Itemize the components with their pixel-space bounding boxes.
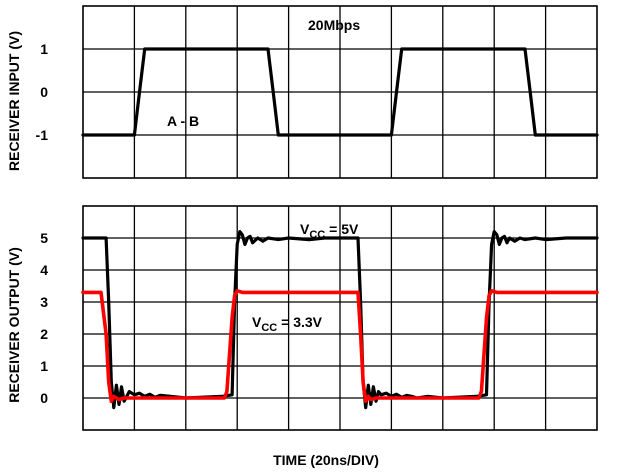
vcc-3v3-output-trace xyxy=(81,288,599,404)
receiver-input-y-tick-label: -1 xyxy=(36,127,49,143)
data-rate-annotation: 20Mbps xyxy=(308,17,360,33)
receiver-input-y-axis-label: RECEIVER INPUT (V) xyxy=(6,31,22,171)
receiver-input-panel: 1 0 -1 RECEIVER INPUT (V) 20Mbps A - B xyxy=(6,5,599,179)
vcc-3v3-annotation: VCC = 3.3V xyxy=(252,314,323,334)
receiver-input-y-ticks: 1 0 -1 xyxy=(36,41,49,143)
vcc-3v3-annotation-tail: = 3.3V xyxy=(277,314,322,330)
receiver-output-y-axis-label: RECEIVER OUTPUT (V) xyxy=(6,247,22,403)
vcc-5v-annotation-sub: CC xyxy=(309,229,325,241)
receiver-input-y-tick-label: 0 xyxy=(40,84,48,100)
differential-input-annotation: A - B xyxy=(167,113,199,129)
vcc-3v3-annotation-main: V xyxy=(252,314,262,330)
receiver-input-traces xyxy=(81,47,599,137)
vcc-5v-annotation-tail: = 5V xyxy=(325,221,359,237)
receiver-output-y-tick-label: 5 xyxy=(40,230,48,246)
vcc-5v-annotation-main: V xyxy=(300,221,310,237)
differential-input-trace xyxy=(81,47,599,137)
vcc-5v-annotation: VCC = 5V xyxy=(300,221,359,241)
receiver-output-y-tick-label: 0 xyxy=(40,390,48,406)
receiver-output-y-tick-label: 2 xyxy=(40,326,48,342)
receiver-output-y-tick-label: 1 xyxy=(40,358,48,374)
receiver-output-y-tick-label: 3 xyxy=(40,294,48,310)
vcc-5v-output-trace xyxy=(81,230,599,410)
receiver-output-y-ticks: 5 4 3 2 1 0 xyxy=(40,230,48,406)
receiver-input-y-tick-label: 1 xyxy=(40,41,48,57)
receiver-output-y-tick-label: 4 xyxy=(40,262,48,278)
receiver-output-traces xyxy=(81,230,599,410)
receiver-output-frame xyxy=(82,205,598,431)
receiver-input-frame xyxy=(82,5,598,179)
time-axis-label: TIME (20ns/DIV) xyxy=(273,452,379,468)
vcc-3v3-annotation-sub: CC xyxy=(261,322,277,334)
